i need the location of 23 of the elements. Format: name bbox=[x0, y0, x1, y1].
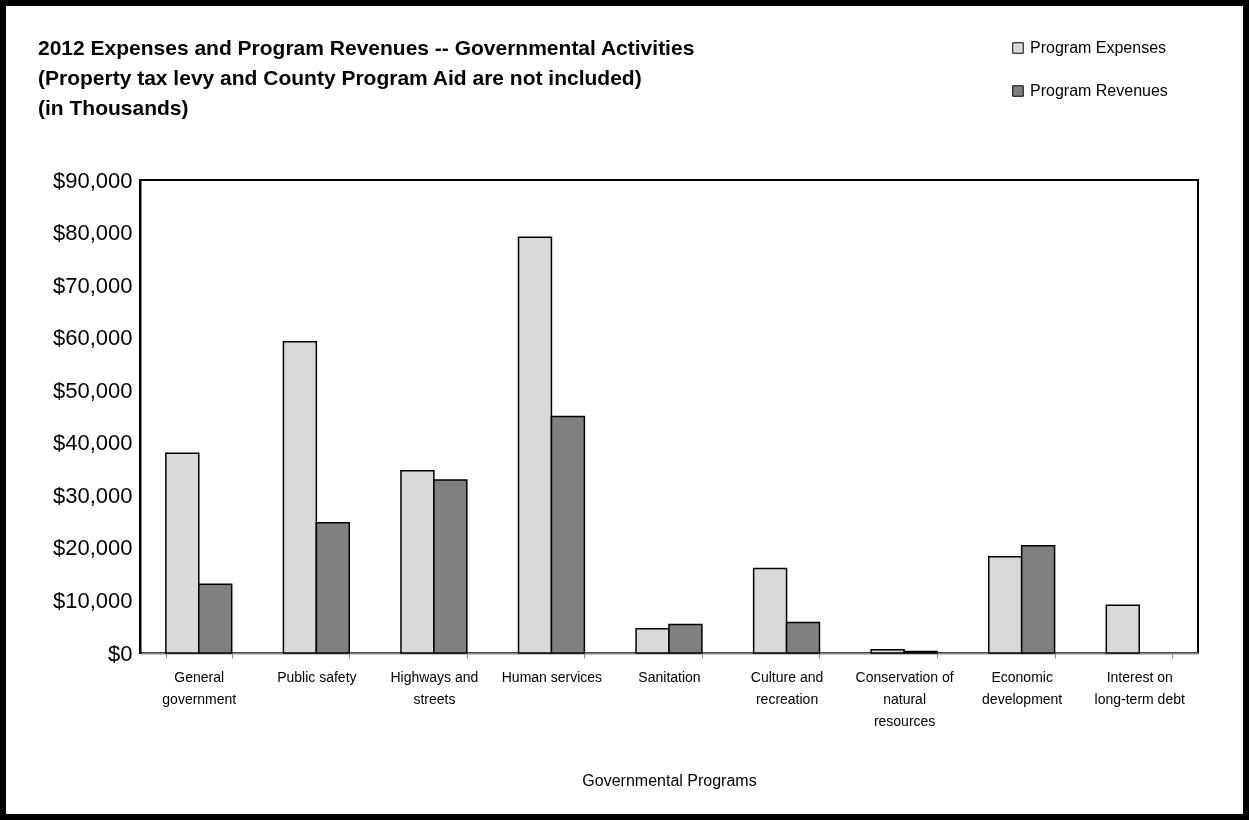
x-tick-label: Public safety bbox=[277, 668, 357, 685]
y-tick-label: $40,000 bbox=[52, 430, 133, 456]
x-tick-label: Interest on long-term debt bbox=[1094, 668, 1185, 707]
y-tick-label: $0 bbox=[108, 640, 133, 666]
x-tick-label: General government bbox=[162, 668, 237, 707]
y-tick-label: $30,000 bbox=[52, 482, 133, 508]
x-tick-label: Highways and streets bbox=[390, 668, 479, 707]
x-tick-label: Sanitation bbox=[638, 668, 701, 685]
y-tick-label: $80,000 bbox=[52, 220, 133, 246]
chart-title: 2012 Expenses and Program Revenues -- Governmental Activities (Property tax levy and County Program Aid are not included) (in Thousands) bbox=[38, 36, 695, 119]
x-tick-label: Conservation of natural resources bbox=[855, 668, 954, 729]
y-tick-label: $50,000 bbox=[52, 377, 133, 403]
x-tick-label: Economic development bbox=[982, 668, 1063, 707]
x-axis-title: Governmental Programs bbox=[582, 771, 757, 789]
y-tick-label: $10,000 bbox=[52, 587, 133, 613]
x-tick-label: Human services bbox=[501, 668, 603, 685]
legend-label: Program Revenues bbox=[1030, 82, 1168, 99]
legend-label: Program Expenses bbox=[1030, 39, 1167, 56]
y-tick-label: $90,000 bbox=[52, 167, 133, 193]
y-tick-label: $20,000 bbox=[52, 535, 133, 561]
y-tick-label: $60,000 bbox=[52, 325, 133, 351]
x-tick-label: Culture and recreation bbox=[750, 668, 824, 707]
y-tick-label: $70,000 bbox=[52, 272, 133, 298]
